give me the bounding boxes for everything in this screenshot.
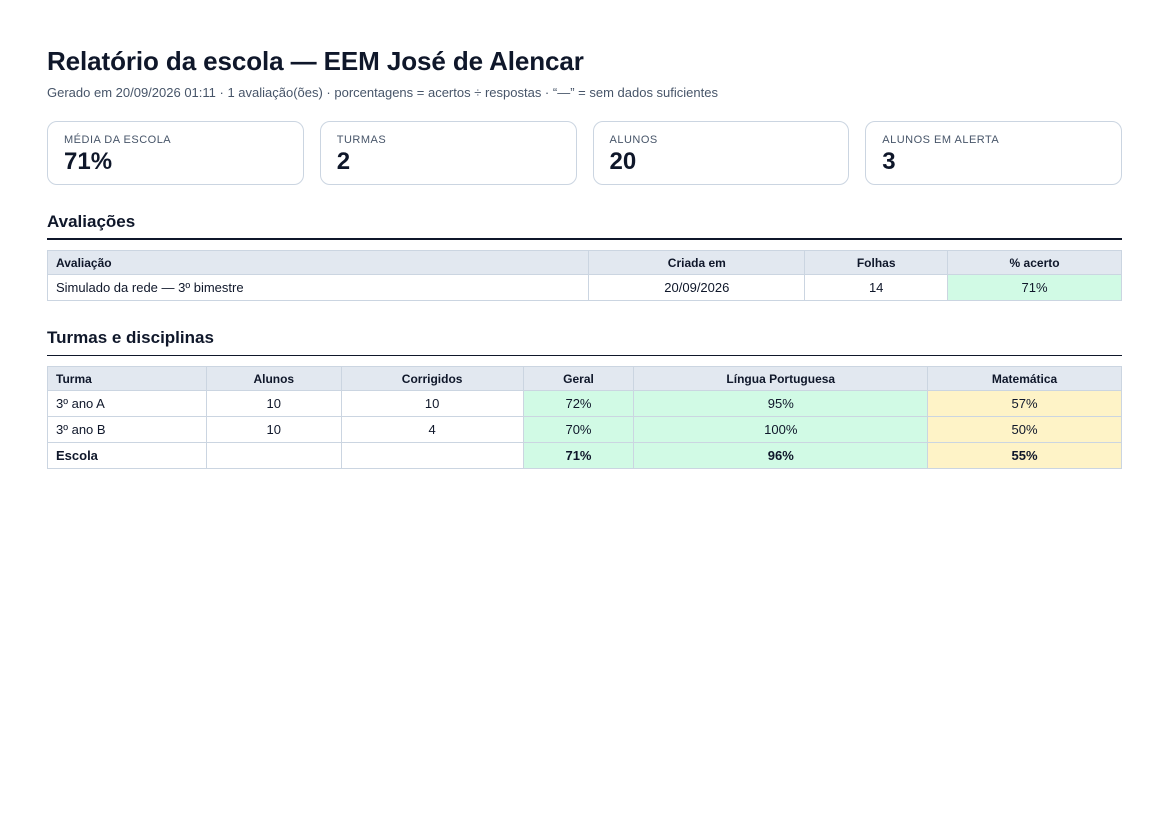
class-corrected: 4 xyxy=(340,416,524,443)
column-header: % acerto xyxy=(947,250,1122,275)
total-portuguese: 96% xyxy=(633,442,929,469)
assessment-name: Simulado da rede — 3º bimestre xyxy=(46,274,590,301)
assessments-table: Avaliação Criada em Folhas % acerto Simu… xyxy=(46,250,1122,301)
card-classes: TURMAS 2 xyxy=(319,121,577,185)
assessment-created: 20/09/2026 xyxy=(588,274,806,301)
card-students: ALUNOS 20 xyxy=(592,121,850,185)
class-portuguese: 100% xyxy=(633,416,929,443)
assessment-sheets: 14 xyxy=(804,274,949,301)
class-name: 3º ano B xyxy=(47,416,207,443)
total-students xyxy=(205,442,342,469)
summary-cards: MÉDIA DA ESCOLA 71% TURMAS 2 ALUNOS 20 A… xyxy=(47,121,1122,185)
column-header: Folhas xyxy=(804,250,949,275)
assessments-section: Avaliações Avaliação Criada em Folhas % … xyxy=(46,211,1122,301)
report-page: Relatório da escola — EEM José de Alenca… xyxy=(46,44,1122,469)
card-label: MÉDIA DA ESCOLA xyxy=(64,134,172,146)
total-label: Escola xyxy=(47,442,207,469)
class-students: 10 xyxy=(205,390,342,417)
table-header-row: Avaliação Criada em Folhas % acerto xyxy=(46,250,1122,275)
column-header: Alunos xyxy=(205,366,342,391)
page-title: Relatório da escola — EEM José de Alenca… xyxy=(47,46,584,76)
card-value: 2 xyxy=(336,148,351,175)
table-row: 3º ano A 10 10 72% 95% 57% xyxy=(47,390,1122,417)
column-header: Língua Portuguesa xyxy=(633,366,929,391)
card-label: ALUNOS EM ALERTA xyxy=(882,134,1000,146)
section-heading: Turmas e disciplinas xyxy=(47,327,1122,356)
card-students-alert: ALUNOS EM ALERTA 3 xyxy=(865,121,1122,185)
table-row: 3º ano B 10 4 70% 100% 50% xyxy=(47,416,1122,443)
total-math: 55% xyxy=(927,442,1122,469)
class-students: 10 xyxy=(205,416,342,443)
column-header: Avaliação xyxy=(46,250,590,275)
classes-table: Turma Alunos Corrigidos Geral Língua Por… xyxy=(47,366,1122,469)
card-school-average: MÉDIA DA ESCOLA 71% xyxy=(47,121,304,185)
card-value: 3 xyxy=(882,148,896,175)
card-label: TURMAS xyxy=(336,134,387,146)
column-header: Geral xyxy=(522,366,635,391)
table-row: Simulado da rede — 3º bimestre 20/09/202… xyxy=(46,274,1122,301)
total-corrected xyxy=(340,442,524,469)
table-header-row: Turma Alunos Corrigidos Geral Língua Por… xyxy=(47,366,1122,391)
class-math: 50% xyxy=(927,416,1122,443)
total-overall: 71% xyxy=(522,442,635,469)
page-subtitle: Gerado em 20/09/2026 01:11 · 1 avaliação… xyxy=(47,85,718,100)
column-header: Matemática xyxy=(927,366,1122,391)
class-overall: 70% xyxy=(522,416,635,443)
column-header: Corrigidos xyxy=(340,366,524,391)
class-corrected: 10 xyxy=(340,390,524,417)
card-value: 20 xyxy=(609,148,637,175)
section-heading: Avaliações xyxy=(47,211,1122,240)
card-value: 71% xyxy=(64,148,113,175)
column-header: Turma xyxy=(47,366,207,391)
class-overall: 72% xyxy=(522,390,635,417)
class-name: 3º ano A xyxy=(47,390,207,417)
table-total-row: Escola 71% 96% 55% xyxy=(47,442,1122,469)
assessment-score: 71% xyxy=(947,274,1122,301)
class-math: 57% xyxy=(927,390,1122,417)
column-header: Criada em xyxy=(588,250,806,275)
classes-section: Turmas e disciplinas Turma Alunos Corrig… xyxy=(47,327,1122,469)
card-label: ALUNOS xyxy=(609,134,658,146)
class-portuguese: 95% xyxy=(633,390,929,417)
